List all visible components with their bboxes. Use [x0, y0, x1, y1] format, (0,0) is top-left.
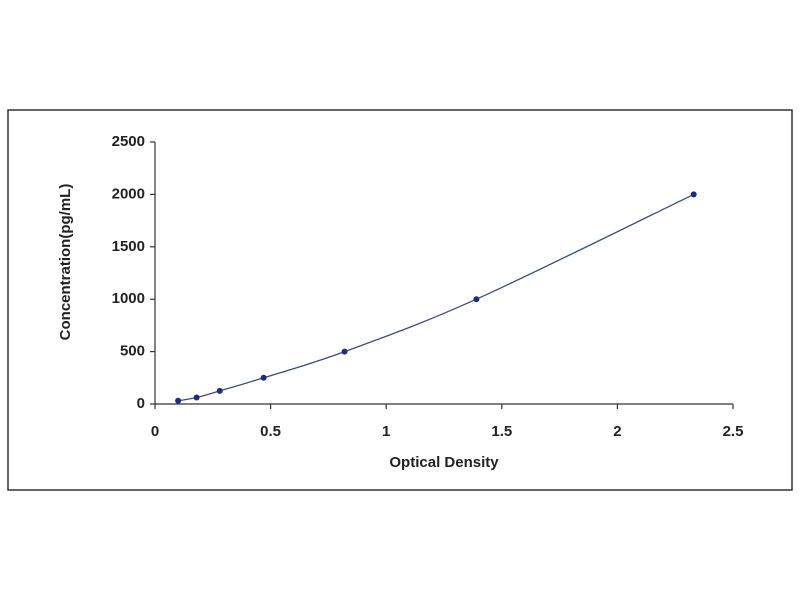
x-tick-label: 0 [151, 423, 159, 440]
y-tick-label: 2500 [112, 133, 145, 150]
x-tick-label: 2 [613, 423, 621, 440]
data-point [690, 191, 697, 198]
data-point [473, 296, 480, 303]
y-axis-label: Concentration(pg/mL) [57, 184, 74, 341]
x-tick-label: 2.5 [723, 423, 744, 440]
fit-curve [178, 193, 694, 402]
y-tick-label: 0 [137, 395, 145, 412]
y-tick-label: 500 [120, 343, 145, 360]
x-tick-label: 1 [382, 423, 390, 440]
y-tick-label: 1500 [112, 238, 145, 255]
data-point [216, 387, 223, 394]
data-point [341, 348, 348, 355]
x-tick-label: 0.5 [260, 423, 281, 440]
chart-frame [7, 109, 793, 491]
x-axis-label: Optical Density [389, 454, 499, 471]
data-point [175, 397, 182, 404]
data-point [260, 374, 267, 381]
y-tick-label: 1000 [112, 290, 145, 307]
x-tick-label: 1.5 [491, 423, 512, 440]
y-tick-label: 2000 [112, 185, 145, 202]
data-point [193, 394, 200, 401]
